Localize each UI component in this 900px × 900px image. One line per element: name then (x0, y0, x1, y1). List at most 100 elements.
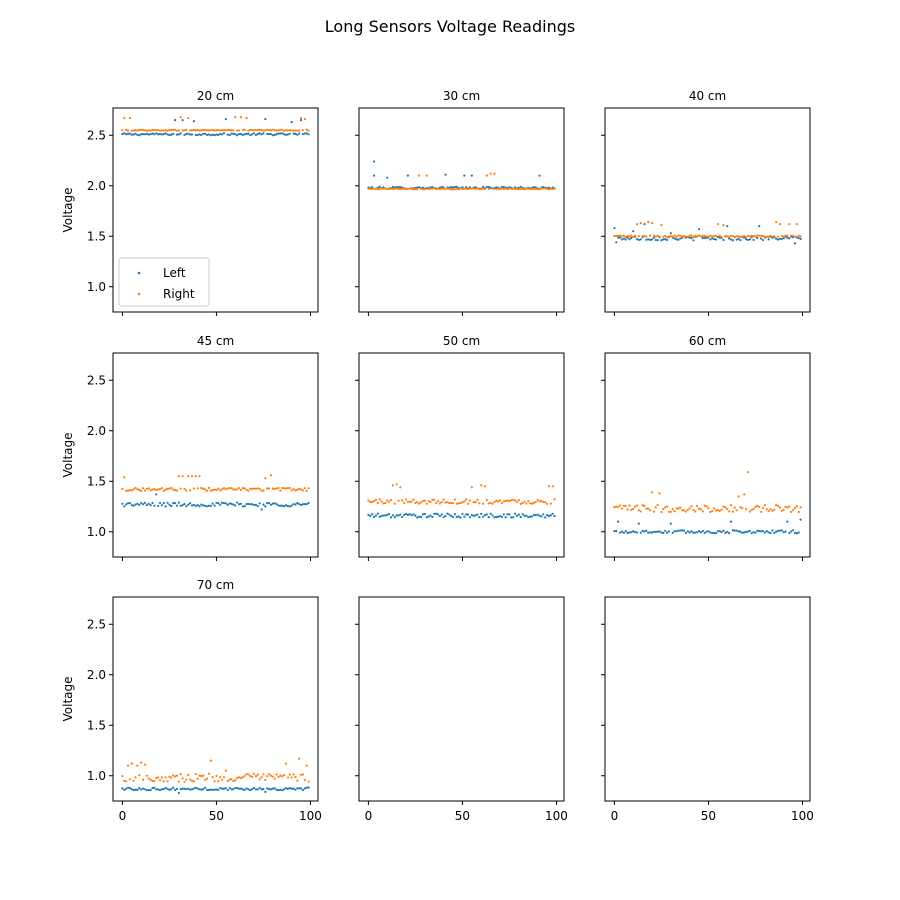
data-point (756, 234, 759, 237)
data-point (669, 232, 672, 235)
data-point (254, 775, 258, 778)
data-point (220, 129, 224, 132)
data-point (286, 129, 290, 132)
data-point (187, 117, 190, 120)
data-point (711, 237, 714, 240)
data-point (273, 487, 276, 491)
data-point (425, 187, 428, 190)
data-point (204, 778, 207, 782)
data-point (299, 117, 303, 120)
data-point (521, 187, 524, 190)
data-point (538, 500, 541, 503)
data-point (714, 234, 718, 238)
data-point (243, 487, 246, 490)
data-point (217, 788, 220, 791)
data-point (251, 775, 254, 779)
data-point (179, 773, 182, 776)
data-point (750, 234, 753, 237)
data-point (517, 499, 520, 502)
data-point (476, 187, 479, 190)
data-point (419, 187, 423, 190)
data-point (143, 788, 147, 791)
data-point (617, 520, 620, 523)
data-point (126, 489, 130, 492)
subplot-4: 45 cm 1.0 1.5 2.0 2.5 Voltage (61, 334, 319, 561)
data-point (752, 234, 755, 238)
data-point (367, 513, 370, 516)
data-point (712, 235, 716, 238)
data-point (189, 133, 192, 136)
data-point (404, 512, 408, 516)
data-point (697, 234, 701, 237)
data-point (782, 531, 785, 534)
data-point (429, 187, 432, 190)
data-point (138, 774, 141, 777)
data-point (728, 531, 731, 535)
data-point (686, 530, 689, 533)
data-point (660, 224, 663, 227)
data-point (288, 132, 291, 135)
data-point (624, 238, 627, 241)
data-point (735, 238, 738, 241)
data-point (677, 234, 680, 237)
data-point (262, 132, 265, 135)
series-right (121, 757, 310, 783)
data-point (387, 187, 391, 190)
data-point (264, 778, 267, 782)
data-point (726, 225, 729, 228)
data-point (688, 236, 691, 239)
data-point (384, 514, 387, 517)
data-point (281, 775, 284, 778)
data-point (784, 530, 787, 533)
data-point (743, 531, 746, 534)
data-point (234, 779, 237, 782)
data-point (284, 504, 288, 507)
data-point (269, 132, 273, 136)
data-point (684, 235, 687, 238)
data-point (264, 505, 267, 508)
data-point (198, 505, 201, 508)
data-point (158, 789, 162, 792)
data-point (251, 788, 254, 791)
data-point (294, 129, 297, 132)
data-point (258, 132, 261, 135)
data-point (134, 129, 137, 132)
data-point (697, 530, 701, 533)
data-point (247, 129, 250, 132)
data-point (633, 505, 637, 508)
data-point (128, 786, 132, 790)
data-point (637, 238, 640, 241)
data-point (251, 133, 254, 136)
data-point (239, 488, 242, 491)
data-point (478, 516, 481, 519)
data-point (121, 132, 124, 136)
data-point (305, 489, 308, 492)
data-point (219, 776, 222, 779)
data-point (463, 174, 466, 177)
data-point (269, 474, 273, 477)
data-point (236, 134, 239, 137)
y-tick-label: 1.5 (87, 229, 106, 243)
data-point (765, 508, 768, 511)
data-point (776, 238, 780, 241)
data-point (228, 778, 231, 781)
data-point (372, 515, 376, 519)
data-point (301, 773, 305, 776)
data-point (168, 788, 171, 791)
subplot-title: 45 cm (197, 334, 234, 348)
data-point (761, 234, 765, 238)
data-point (220, 488, 224, 491)
data-point (251, 128, 254, 132)
data-point (707, 507, 710, 510)
data-point (472, 187, 475, 190)
data-point (455, 185, 458, 188)
data-point (247, 502, 250, 505)
data-point (213, 504, 216, 507)
legend-label-left: Left (163, 266, 186, 280)
data-point (457, 188, 460, 191)
data-point (132, 504, 135, 507)
data-point (198, 133, 201, 136)
data-point (530, 187, 534, 191)
data-point (207, 772, 211, 775)
